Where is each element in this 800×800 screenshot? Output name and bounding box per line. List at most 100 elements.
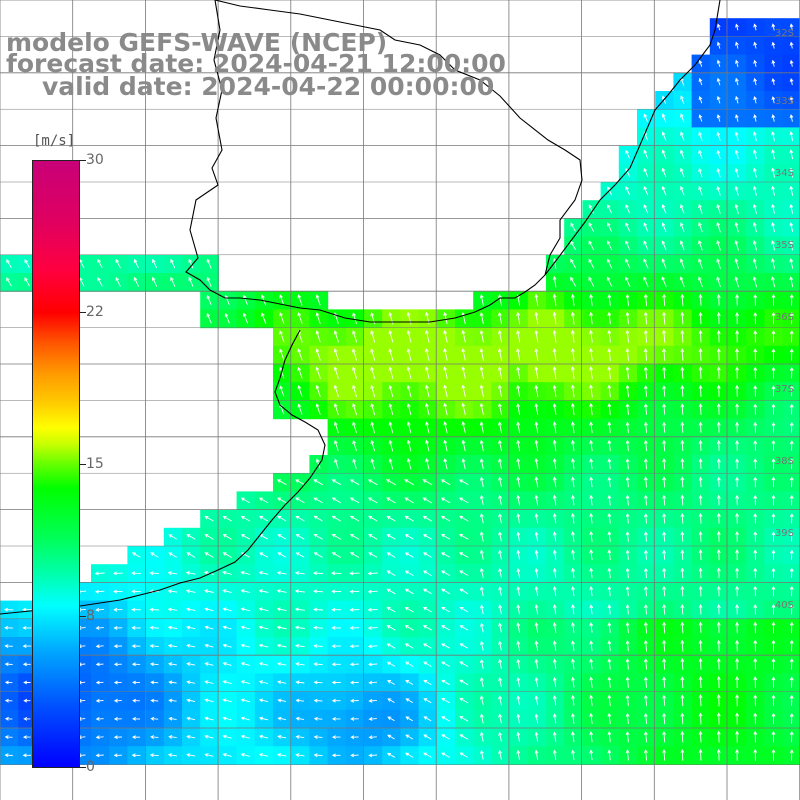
wind-arrow bbox=[789, 603, 794, 615]
wind-arrow bbox=[368, 753, 378, 758]
wind-arrow bbox=[716, 421, 721, 433]
wind-cell bbox=[782, 72, 800, 92]
wind-arrow bbox=[716, 348, 721, 361]
wind-arrow bbox=[589, 549, 594, 561]
wind-arrow bbox=[22, 626, 32, 630]
wind-arrow bbox=[771, 240, 776, 251]
wind-arrow bbox=[461, 329, 466, 343]
wind-arrow bbox=[516, 531, 521, 542]
wind-arrow bbox=[571, 731, 575, 743]
wind-arrow bbox=[186, 716, 196, 721]
wind-arrow bbox=[331, 662, 341, 667]
wind-arrow bbox=[698, 258, 703, 269]
wind-arrow bbox=[367, 479, 378, 486]
wind-arrow bbox=[516, 476, 521, 488]
wind-arrow bbox=[258, 662, 269, 666]
wind-arrow bbox=[240, 515, 251, 522]
wind-arrow bbox=[552, 476, 557, 488]
wind-arrow bbox=[479, 658, 484, 669]
wind-arrow bbox=[406, 348, 412, 361]
wind-arrow bbox=[589, 402, 594, 416]
wind-arrow bbox=[680, 348, 685, 361]
wind-arrow bbox=[423, 679, 432, 685]
wind-arrow bbox=[698, 276, 703, 288]
wind-arrow bbox=[716, 585, 721, 597]
wind-arrow bbox=[516, 676, 521, 688]
wind-arrow bbox=[240, 625, 251, 630]
wind-arrow bbox=[698, 476, 703, 488]
wind-arrow bbox=[186, 552, 196, 558]
wind-arrow bbox=[716, 567, 721, 579]
wind-arrow bbox=[461, 366, 466, 379]
wind-arrow bbox=[571, 658, 575, 670]
wind-arrow bbox=[680, 458, 685, 470]
wind-arrow bbox=[570, 293, 575, 306]
wind-arrow bbox=[570, 311, 575, 325]
wind-arrow bbox=[295, 534, 305, 540]
wind-arrow bbox=[789, 149, 794, 160]
wind-arrow bbox=[643, 549, 648, 560]
wind-arrow bbox=[698, 531, 703, 542]
wind-arrow bbox=[204, 625, 214, 630]
wind-arrow bbox=[789, 639, 794, 652]
wind-arrow bbox=[186, 680, 196, 685]
wind-arrow bbox=[716, 221, 721, 233]
wind-arrow bbox=[662, 730, 666, 743]
wind-arrow bbox=[167, 589, 178, 594]
wind-arrow bbox=[716, 95, 721, 104]
wind-arrow bbox=[698, 384, 703, 397]
wind-arrow bbox=[258, 497, 269, 504]
wind-arrow bbox=[716, 549, 721, 561]
wind-arrow bbox=[297, 366, 303, 379]
wind-arrow bbox=[771, 96, 776, 104]
wind-arrow bbox=[771, 458, 776, 470]
wind-arrow bbox=[552, 366, 557, 380]
wind-arrow bbox=[534, 366, 539, 380]
wind-arrow bbox=[643, 167, 649, 178]
wind-arrow bbox=[170, 276, 176, 287]
wind-arrow bbox=[498, 458, 502, 470]
wind-arrow bbox=[753, 366, 758, 379]
wind-arrow bbox=[479, 348, 484, 361]
wind-arrow bbox=[406, 439, 412, 452]
wind-arrow bbox=[168, 552, 177, 558]
wind-arrow bbox=[771, 167, 775, 178]
wind-arrow bbox=[259, 515, 269, 522]
wind-arrow bbox=[789, 78, 794, 85]
wind-arrow bbox=[22, 662, 31, 667]
wind-arrow bbox=[459, 515, 469, 522]
wind-arrow bbox=[735, 676, 739, 689]
wind-arrow bbox=[4, 735, 13, 739]
wind-arrows bbox=[4, 23, 794, 761]
wind-arrow bbox=[771, 222, 775, 233]
wind-arrow bbox=[698, 439, 703, 451]
wind-arrow bbox=[734, 276, 739, 288]
wind-arrow bbox=[295, 716, 305, 721]
wind-arrow bbox=[152, 258, 158, 269]
wind-cell bbox=[782, 182, 800, 201]
lat-label: 34S bbox=[774, 168, 794, 179]
colorbar-tick-mark bbox=[80, 616, 86, 617]
wind-arrow bbox=[224, 312, 230, 324]
wind-arrow bbox=[625, 749, 630, 761]
wind-arrow bbox=[552, 384, 557, 398]
wind-arrow bbox=[4, 662, 13, 667]
wind-arrow bbox=[716, 23, 721, 31]
wind-arrow bbox=[716, 203, 721, 214]
wind-arrow bbox=[606, 276, 613, 287]
wind-arrow bbox=[277, 515, 287, 522]
wind-arrow bbox=[188, 276, 194, 287]
wind-arrow bbox=[150, 552, 159, 558]
wind-arrow bbox=[643, 276, 649, 288]
wind-arrow bbox=[698, 712, 703, 725]
wind-arrow bbox=[771, 41, 776, 49]
wind-arrow bbox=[188, 258, 194, 269]
wind-arrow bbox=[459, 552, 469, 558]
wind-arrow bbox=[388, 329, 394, 343]
wind-arrow bbox=[698, 366, 703, 379]
wind-arrow bbox=[479, 476, 484, 488]
wind-arrow bbox=[516, 513, 521, 524]
wind-arrow bbox=[680, 113, 685, 123]
wind-arrow bbox=[94, 571, 105, 576]
wind-arrow bbox=[735, 330, 739, 343]
